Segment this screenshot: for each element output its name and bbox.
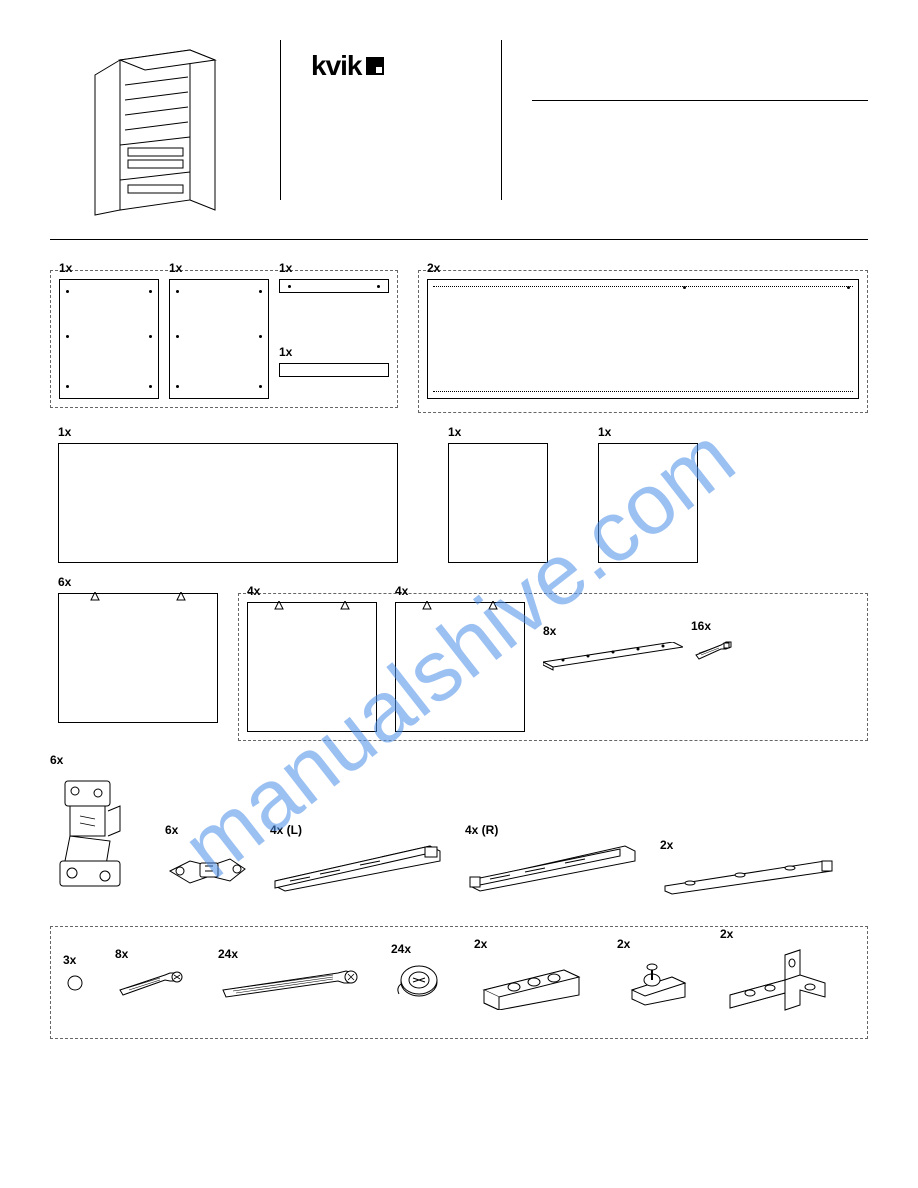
qty-label: 2x <box>660 838 673 852</box>
part-confirmat: 24x <box>218 965 363 1000</box>
qty-label: 6x <box>165 823 178 837</box>
qty-label: 24x <box>218 947 238 961</box>
part-screw-tiny: 16x <box>691 637 736 662</box>
brand-logo: kvik <box>311 50 471 82</box>
qty-label: 2x <box>474 937 487 951</box>
qty-label: 1x <box>279 261 292 275</box>
part-bracket-block: 2x <box>474 955 589 1010</box>
header: kvik <box>50 40 868 240</box>
qty-label: 1x <box>448 425 461 439</box>
qty-label: 4x <box>247 584 260 598</box>
brand-square-icon <box>366 57 384 75</box>
page: kvik 1x 1x <box>0 0 918 1188</box>
row-4: 6x 6x <box>50 771 868 896</box>
parts-list: 1x 1x 1x <box>50 270 868 1039</box>
qty-label: 1x <box>58 425 71 439</box>
part-hinge: 6x <box>50 771 145 896</box>
brand-text: kvik <box>311 50 362 81</box>
part-cap: 3x <box>63 971 87 995</box>
group-top-right: 2x <box>418 270 868 413</box>
part-back-panel-sm-1: 1x <box>448 443 548 563</box>
qty-label: 3x <box>63 953 76 967</box>
part-bracket-peg: 2x <box>617 955 692 1010</box>
row-2: 1x 1x 1x <box>50 443 868 563</box>
part-angle-bracket: 2x <box>720 945 835 1020</box>
part-long-side: 2x <box>427 279 859 399</box>
row-5: 3x 8x 24x <box>50 926 868 1039</box>
row-1: 1x 1x 1x <box>50 270 868 413</box>
part-rails: 1x 1x <box>279 279 389 377</box>
qty-label: 4x (L) <box>270 823 302 837</box>
part-shelf-med-1: 4x <box>247 602 377 732</box>
qty-label: 1x <box>59 261 72 275</box>
part-back-panel: 1x <box>58 443 398 563</box>
group-top-left: 1x 1x 1x <box>50 270 398 408</box>
product-preview <box>50 40 250 220</box>
part-shelf-large: 6x <box>58 593 218 723</box>
row-3: 6x 4x 4x <box>50 593 868 741</box>
group-inner-drawers: 4x 4x 8x <box>238 593 868 741</box>
qty-label: 6x <box>50 753 63 767</box>
qty-label: 8x <box>543 624 556 638</box>
part-side-panel-b: 1x <box>169 279 269 399</box>
part-shelf-med-2: 4x <box>395 602 525 732</box>
qty-label: 24x <box>391 942 411 956</box>
qty-label: 2x <box>617 937 630 951</box>
part-side-panel-a: 1x <box>59 279 159 399</box>
qty-label: 6x <box>58 575 71 589</box>
part-screw-medium: 8x <box>115 965 190 1000</box>
part-runner-left: 4x (L) <box>270 841 445 896</box>
header-divider-1 <box>280 40 281 200</box>
qty-label: 16x <box>691 619 711 633</box>
part-bar: 8x <box>543 642 673 672</box>
part-mount-plate: 6x <box>165 841 250 896</box>
part-runner-right: 4x (R) <box>465 841 640 896</box>
meta-rule <box>532 100 868 101</box>
part-back-panel-sm-2: 1x <box>598 443 698 563</box>
qty-label: 8x <box>115 947 128 961</box>
qty-label: 4x <box>395 584 408 598</box>
qty-label: 2x <box>427 261 440 275</box>
qty-label: 2x <box>720 927 733 941</box>
brand-column: kvik <box>311 40 471 82</box>
part-hang-rail: 2x <box>660 856 835 896</box>
part-cam: 24x <box>391 960 446 1005</box>
header-divider-2 <box>501 40 502 200</box>
qty-label: 1x <box>169 261 182 275</box>
qty-label: 1x <box>598 425 611 439</box>
qty-label: 1x <box>279 345 292 359</box>
meta-column <box>532 40 868 101</box>
qty-label: 4x (R) <box>465 823 498 837</box>
group-hardware: 3x 8x 24x <box>50 926 868 1039</box>
